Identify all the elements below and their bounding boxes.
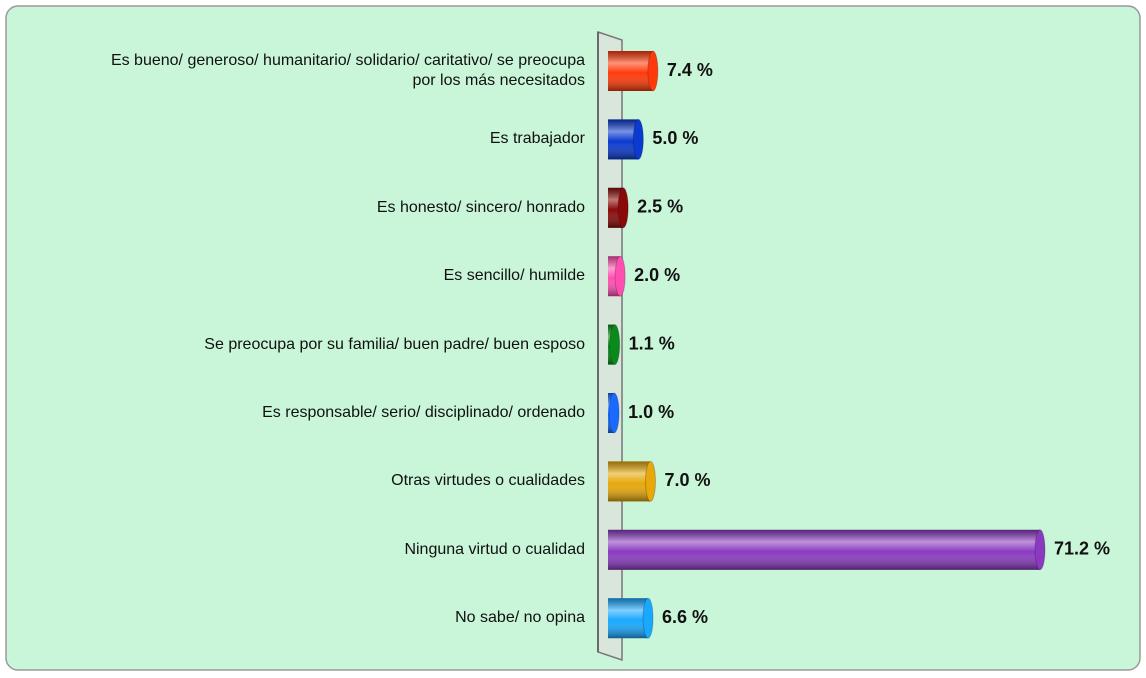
category-label: Es bueno/ generoso/ humanitario/ solidar… [110,52,585,89]
bar-cap [647,50,659,92]
category-label: Otras virtudes o cualidades [391,472,585,490]
frame [5,5,1141,671]
bar-cap [608,392,620,434]
value-label: 2.5 % [637,197,683,217]
value-label: 7.4 % [667,60,713,80]
value-label: 1.1 % [629,333,675,353]
value-label: 71.2 % [1054,539,1110,559]
value-label: 6.6 % [662,607,708,627]
bar-shade [608,461,651,502]
bar-cap [632,118,644,160]
category-label: Es sencillo/ humilde [443,267,585,285]
bar-cap [614,255,626,297]
bar-cap [642,597,654,639]
bar-shade [608,529,1040,570]
value-label: 2.0 % [634,265,680,285]
bar-shade [608,51,653,91]
category-label: Es responsable/ serio/ disciplinado/ ord… [262,404,585,421]
bar-cap [1034,529,1046,571]
value-label: 1.0 % [628,402,674,422]
bar-cap [609,324,621,366]
category-label: Es trabajador [489,130,585,148]
category-label: Se preocupa por su familia/ buen padre/ … [204,335,585,353]
category-label: Es honesto/ sincero/ honrado [376,198,585,216]
category-label: No sabe/ no opina [455,609,585,627]
bar-cap [644,460,656,502]
value-label: 5.0 % [652,128,698,148]
value-label: 7.0 % [664,470,710,490]
category-label: Ninguna virtud o cualidad [404,540,585,558]
bar-shade [608,598,649,639]
bar-shade [608,119,639,160]
bar-cap [617,187,629,229]
